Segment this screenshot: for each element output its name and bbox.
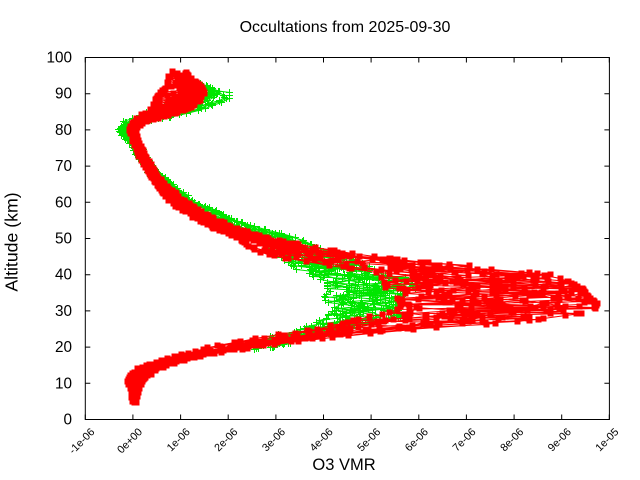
svg-text:Occultations from 2025-09-30: Occultations from 2025-09-30: [240, 19, 451, 36]
svg-text:20: 20: [55, 339, 72, 356]
svg-text:10: 10: [55, 375, 72, 392]
svg-text:30: 30: [55, 303, 72, 320]
svg-text:100: 100: [46, 50, 72, 67]
svg-text:50: 50: [55, 231, 72, 248]
svg-text:Altitude (km): Altitude (km): [2, 192, 22, 291]
svg-text:80: 80: [55, 122, 72, 139]
svg-text:40: 40: [55, 267, 72, 284]
svg-text:90: 90: [55, 86, 72, 103]
svg-text:0: 0: [63, 412, 72, 429]
svg-text:70: 70: [55, 158, 72, 175]
svg-text:60: 60: [55, 194, 72, 211]
svg-text:O3 VMR: O3 VMR: [312, 456, 375, 474]
